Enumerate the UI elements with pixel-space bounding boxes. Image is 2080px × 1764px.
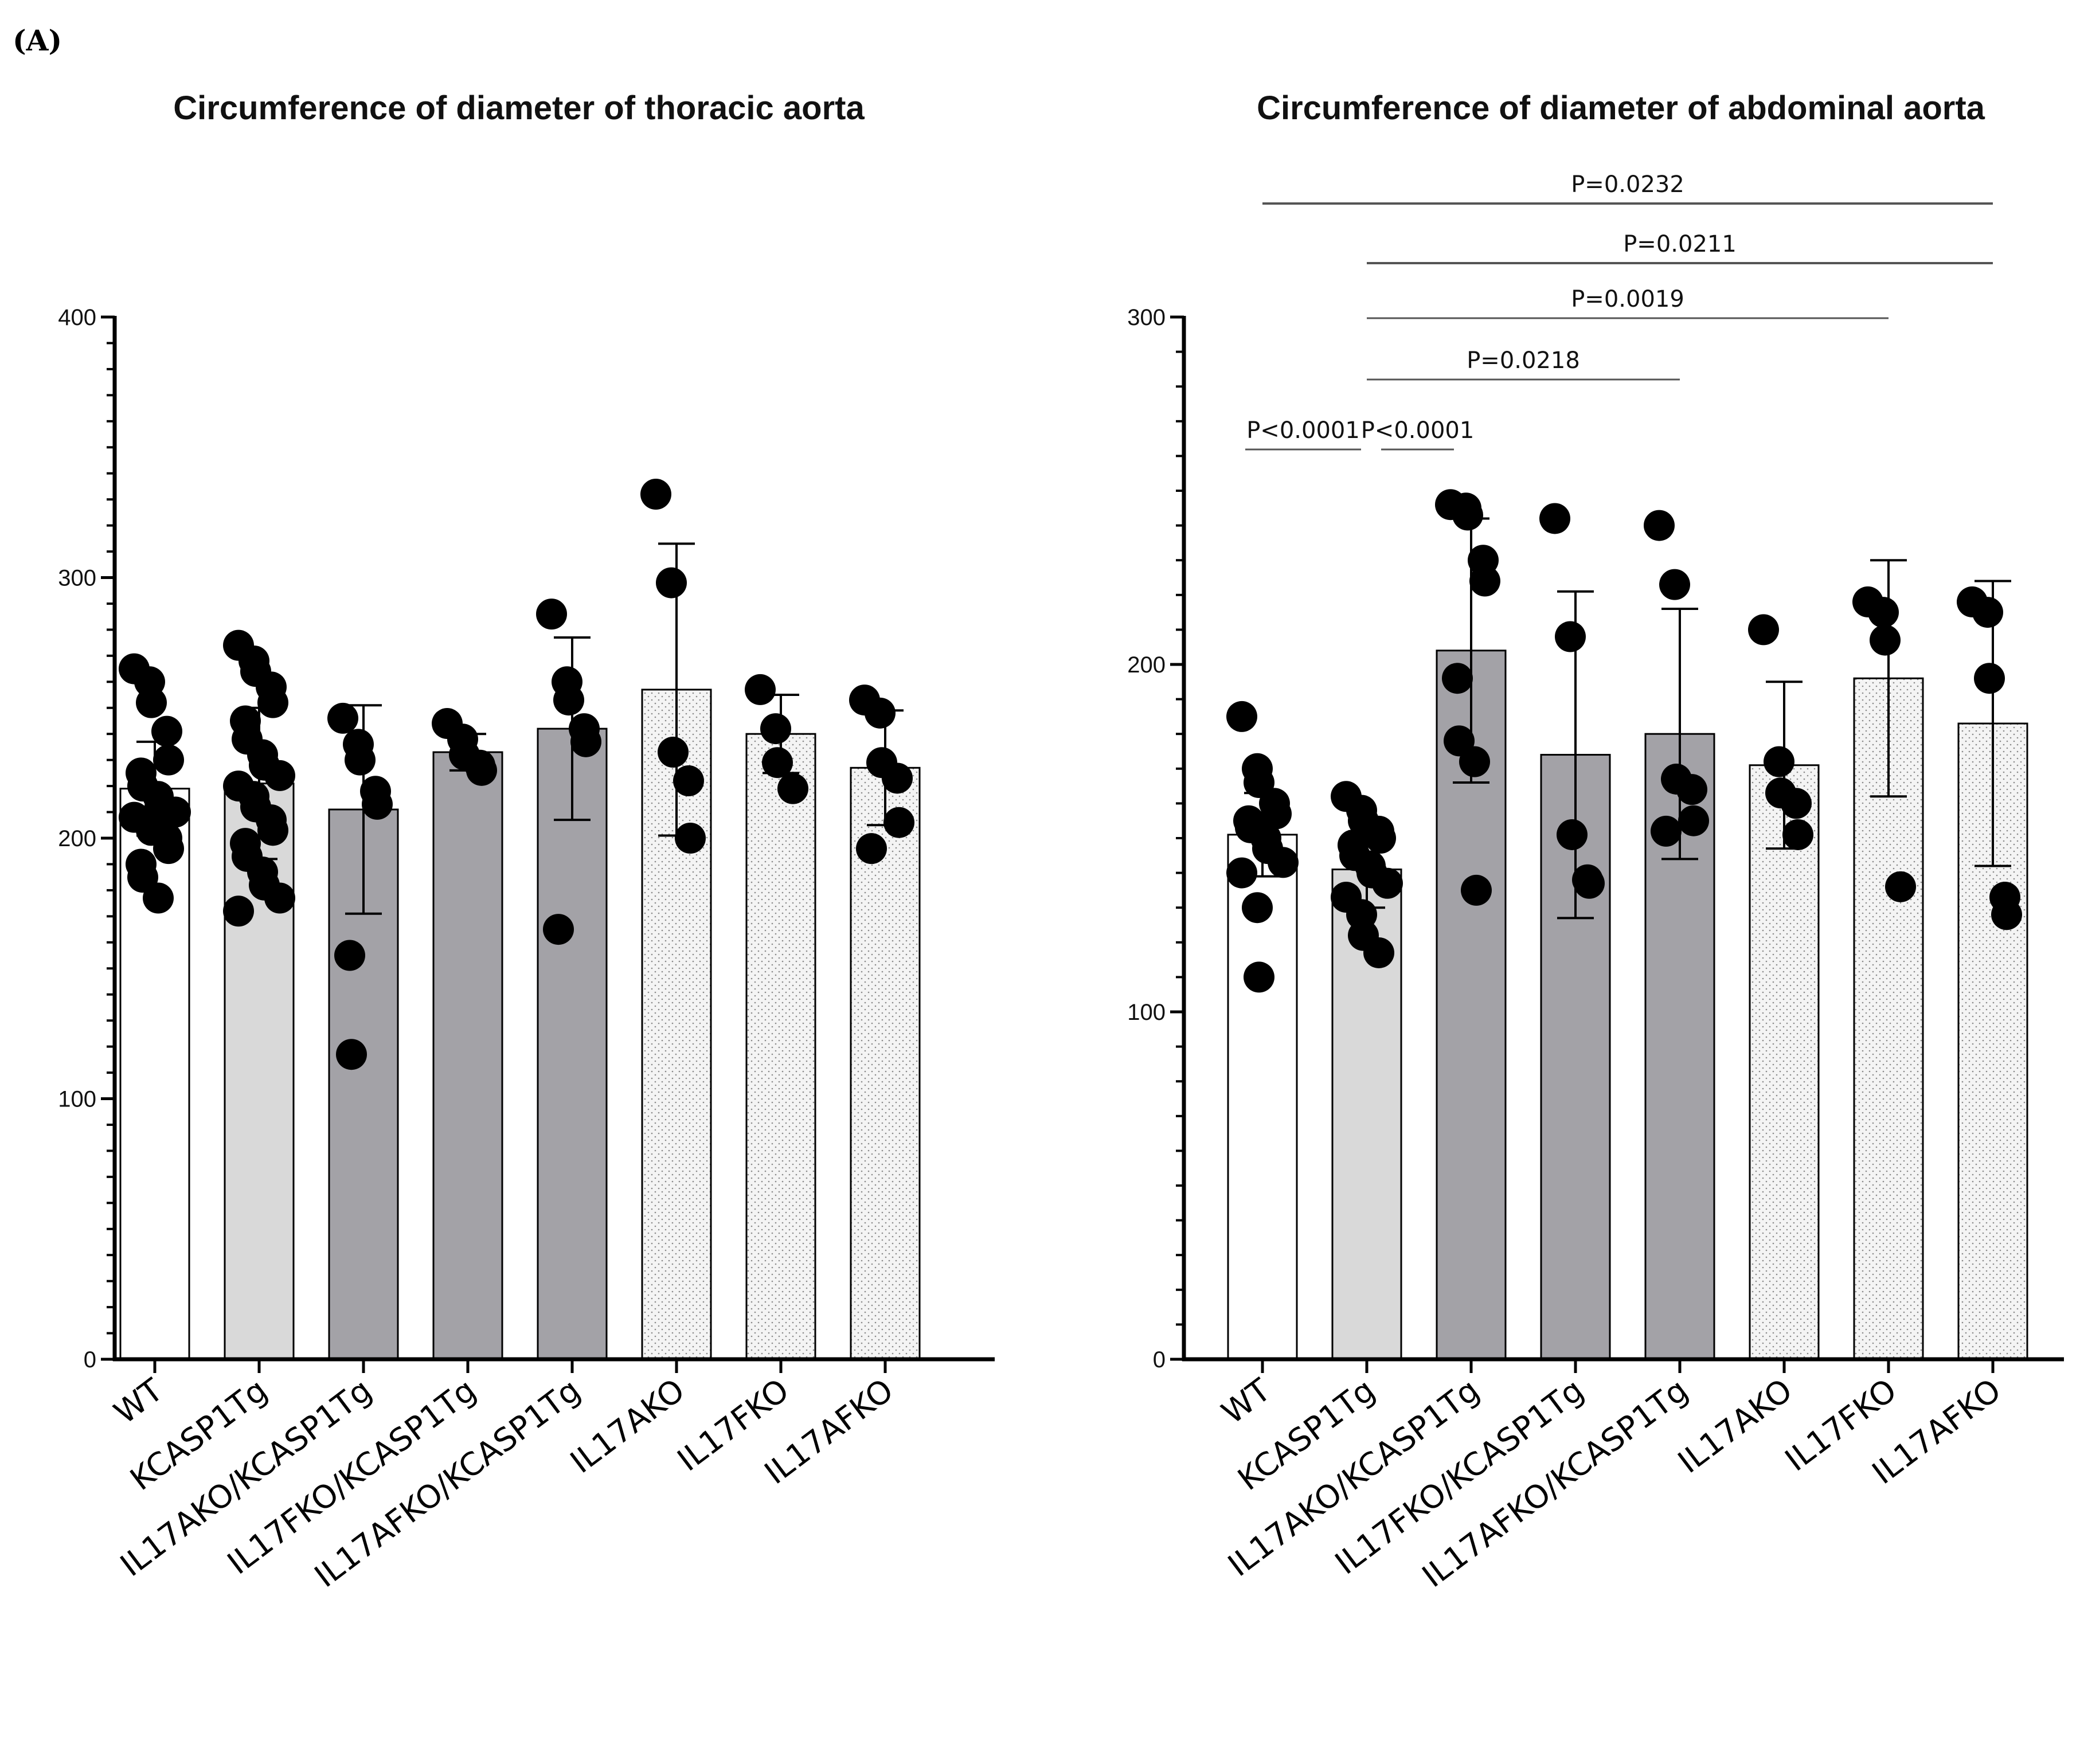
data-point: [865, 697, 896, 729]
data-point: [1555, 621, 1586, 652]
data-point: [760, 713, 791, 745]
y-tick-label: 0: [84, 1347, 96, 1372]
data-point: [883, 807, 914, 838]
data-point: [1974, 663, 2005, 694]
data-point: [153, 833, 184, 865]
data-point: [264, 760, 295, 791]
thoracic-chart-title: Circumference of diameter of thoracic ao…: [173, 89, 865, 127]
data-point: [153, 744, 184, 776]
data-point: [1885, 871, 1916, 902]
p-value-label: P<0.0001: [1246, 417, 1360, 444]
data-point: [257, 815, 288, 846]
category-label: IL17AKO: [564, 1371, 691, 1480]
data-point: [1365, 823, 1396, 854]
abdominal-aorta-chart: 0100200300WTKCASP1TgIL17AKO/KCASP1TgIL17…: [1127, 171, 2064, 1594]
y-tick-label: 200: [58, 826, 96, 851]
data-point: [1868, 597, 1899, 628]
data-point: [1781, 788, 1812, 819]
y-tick-label: 0: [1153, 1347, 1166, 1372]
data-point: [1557, 819, 1588, 850]
data-point: [640, 479, 671, 510]
data-point: [257, 687, 288, 718]
data-point: [673, 765, 704, 797]
y-tick-label: 400: [58, 305, 96, 330]
category-label: WT: [107, 1371, 170, 1431]
data-point: [264, 882, 295, 914]
data-point: [882, 762, 913, 794]
data-point: [553, 685, 584, 716]
data-point: [1870, 624, 1901, 656]
data-point: [327, 702, 358, 734]
data-point: [151, 715, 182, 747]
data-point: [1644, 510, 1675, 541]
data-point: [1972, 597, 2003, 628]
data-point: [856, 833, 887, 865]
data-point: [1678, 805, 1709, 836]
data-point: [1261, 798, 1292, 830]
data-point: [1461, 874, 1492, 906]
data-point: [336, 1039, 367, 1070]
data-point: [658, 737, 689, 768]
data-point: [1372, 867, 1403, 899]
data-point: [1226, 701, 1257, 732]
data-point: [675, 823, 706, 854]
y-tick-label: 300: [58, 566, 96, 591]
data-point: [223, 895, 254, 927]
data-point: [1244, 961, 1274, 993]
category-label: WT: [1215, 1371, 1277, 1431]
p-value-label: P<0.0001: [1361, 417, 1475, 444]
data-point: [362, 788, 393, 820]
data-point: [1659, 569, 1690, 600]
data-point: [1574, 867, 1605, 899]
panel-label: (A): [13, 24, 62, 57]
p-value-label: P=0.0218: [1467, 347, 1580, 374]
data-point: [1469, 565, 1500, 597]
data-point: [136, 687, 167, 718]
data-point: [1991, 899, 2022, 930]
data-point: [1442, 663, 1473, 694]
data-point: [160, 796, 191, 828]
data-point: [345, 744, 376, 776]
y-tick-label: 100: [58, 1087, 96, 1112]
thoracic-aorta-chart: 0100200300400WTKCASP1TgIL17AKO/KCASP1TgI…: [58, 305, 995, 1594]
bar: [432, 751, 503, 1360]
data-point: [745, 674, 776, 705]
category-label: IL17AKO: [1671, 1371, 1799, 1480]
p-value-label: P=0.0019: [1571, 286, 1684, 312]
data-point: [656, 567, 687, 599]
data-point: [1363, 937, 1394, 968]
data-point: [1268, 847, 1299, 878]
data-point: [1459, 746, 1490, 777]
data-point: [1676, 774, 1707, 805]
data-point: [536, 599, 567, 630]
bar: [537, 727, 608, 1360]
data-point: [777, 773, 808, 804]
data-point: [1651, 815, 1682, 847]
abdominal-chart-title: Circumference of diameter of abdominal a…: [1257, 89, 1985, 127]
data-point: [334, 940, 365, 971]
data-point: [543, 914, 574, 945]
data-point: [1782, 819, 1813, 850]
bar: [745, 733, 816, 1360]
data-point: [1764, 746, 1794, 777]
data-point: [762, 747, 793, 779]
data-point: [143, 882, 174, 914]
y-tick-label: 300: [1127, 305, 1166, 330]
data-point: [1539, 503, 1570, 534]
data-point: [1226, 857, 1257, 889]
bar: [1749, 764, 1820, 1360]
y-tick-label: 200: [1127, 652, 1166, 678]
p-value-label: P=0.0232: [1571, 171, 1684, 198]
y-tick-label: 100: [1127, 1000, 1166, 1025]
data-point: [1242, 892, 1273, 924]
data-point: [570, 726, 601, 757]
data-point: [1452, 499, 1483, 531]
p-value-label: P=0.0211: [1623, 231, 1737, 257]
data-point: [1748, 614, 1779, 646]
